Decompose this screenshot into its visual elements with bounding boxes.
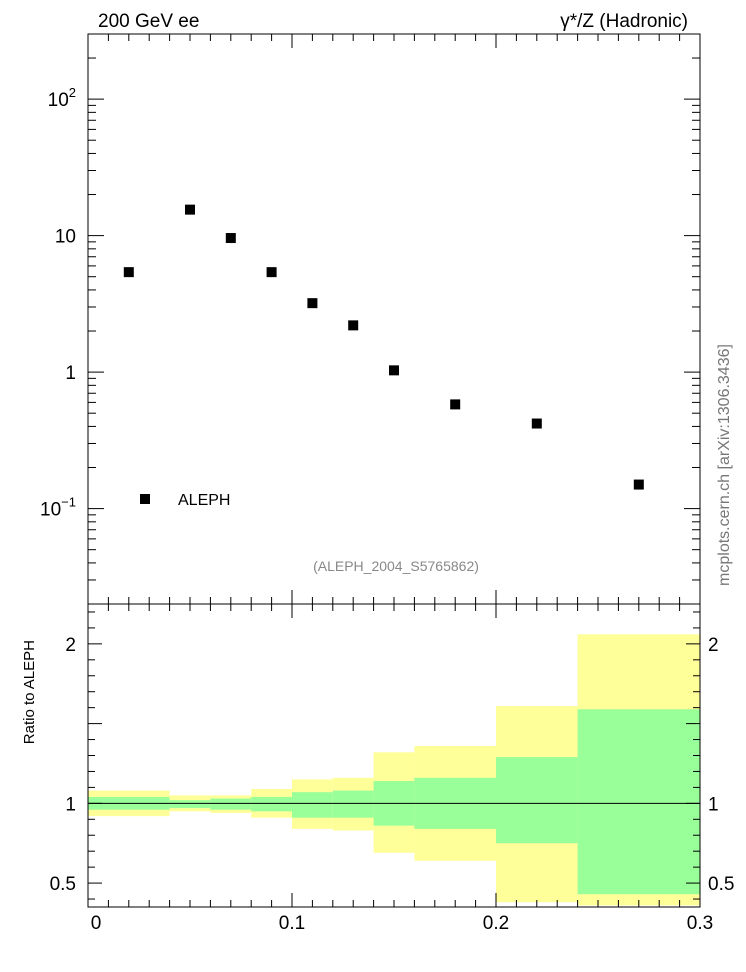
watermark-label: mcplots.cern.ch [arXiv:1306.3436] bbox=[716, 344, 733, 586]
main-y-tick-label-3: 102 bbox=[48, 85, 76, 111]
top-right-title: γ*/Z (Hadronic) bbox=[560, 11, 688, 32]
ratio-y-tick-label-right-1: 1 bbox=[708, 794, 719, 815]
inner-band-3 bbox=[251, 796, 292, 812]
ratio-panel bbox=[88, 634, 700, 906]
inner-band-5 bbox=[332, 790, 374, 818]
axes: 0 0.1 0.2 0.3 10−1 1 10 102 0.5 0.5 1 1 2 2 bbox=[40, 33, 734, 934]
inner-band-8 bbox=[496, 757, 578, 844]
ratio-y-tick-label-left-2: 2 bbox=[65, 635, 76, 656]
ratio-y-tick-label-right-0: 0.5 bbox=[708, 874, 734, 895]
main-panel: ALEPH bbox=[123, 204, 644, 509]
data-point-5 bbox=[348, 320, 359, 331]
x-tick-label-0: 0 bbox=[91, 913, 102, 934]
data-point-9 bbox=[633, 479, 644, 490]
ratio-y-tick-label-left-0: 0.5 bbox=[50, 874, 76, 895]
inner-band-4 bbox=[292, 792, 333, 818]
data-point-7 bbox=[450, 399, 461, 410]
main-frame bbox=[87, 33, 701, 605]
data-point-0 bbox=[123, 267, 134, 278]
x-tick-label-3: 0.3 bbox=[687, 913, 713, 934]
main-y-tick-label-0: 10−1 bbox=[40, 495, 76, 521]
analysis-id-label: (ALEPH_2004_S5765862) bbox=[313, 558, 479, 574]
data-point-3 bbox=[266, 267, 277, 278]
x-tick-label-1: 0.1 bbox=[279, 913, 305, 934]
ratio-y-tick-label-left-1: 1 bbox=[65, 794, 76, 815]
inner-band-1 bbox=[169, 800, 211, 809]
top-left-title: 200 GeV ee bbox=[98, 11, 199, 32]
ratio-y-tick-label-right-2: 2 bbox=[708, 635, 719, 656]
data-point-2 bbox=[225, 233, 236, 244]
data-point-8 bbox=[531, 418, 542, 429]
ratio-y-axis-label: Ratio to ALEPH bbox=[21, 640, 38, 744]
main-y-tick-label-2: 10 bbox=[55, 227, 76, 248]
inner-band-9 bbox=[577, 709, 700, 895]
data-point-4 bbox=[307, 298, 318, 309]
inner-band-2 bbox=[210, 798, 252, 810]
legend-label: ALEPH bbox=[178, 492, 230, 509]
data-point-1 bbox=[185, 204, 195, 215]
main-y-tick-label-1: 1 bbox=[65, 363, 76, 384]
x-tick-label-2: 0.2 bbox=[483, 913, 509, 934]
legend-marker bbox=[140, 494, 150, 504]
data-point-6 bbox=[389, 365, 399, 376]
